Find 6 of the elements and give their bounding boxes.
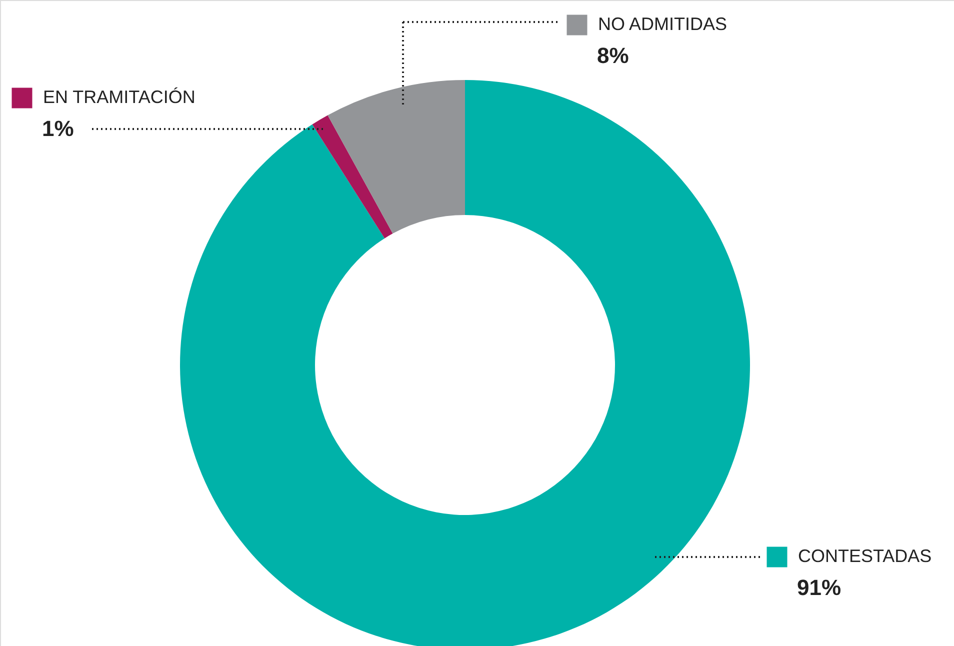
data-label: 1% xyxy=(42,116,74,141)
data-label: 91% xyxy=(797,575,842,600)
data-label: 8% xyxy=(597,43,629,68)
legend-label: NO ADMITIDAS xyxy=(598,14,728,34)
legend-label: EN TRAMITACIÓN xyxy=(43,87,196,107)
legend-label: CONTESTADAS xyxy=(798,546,932,566)
